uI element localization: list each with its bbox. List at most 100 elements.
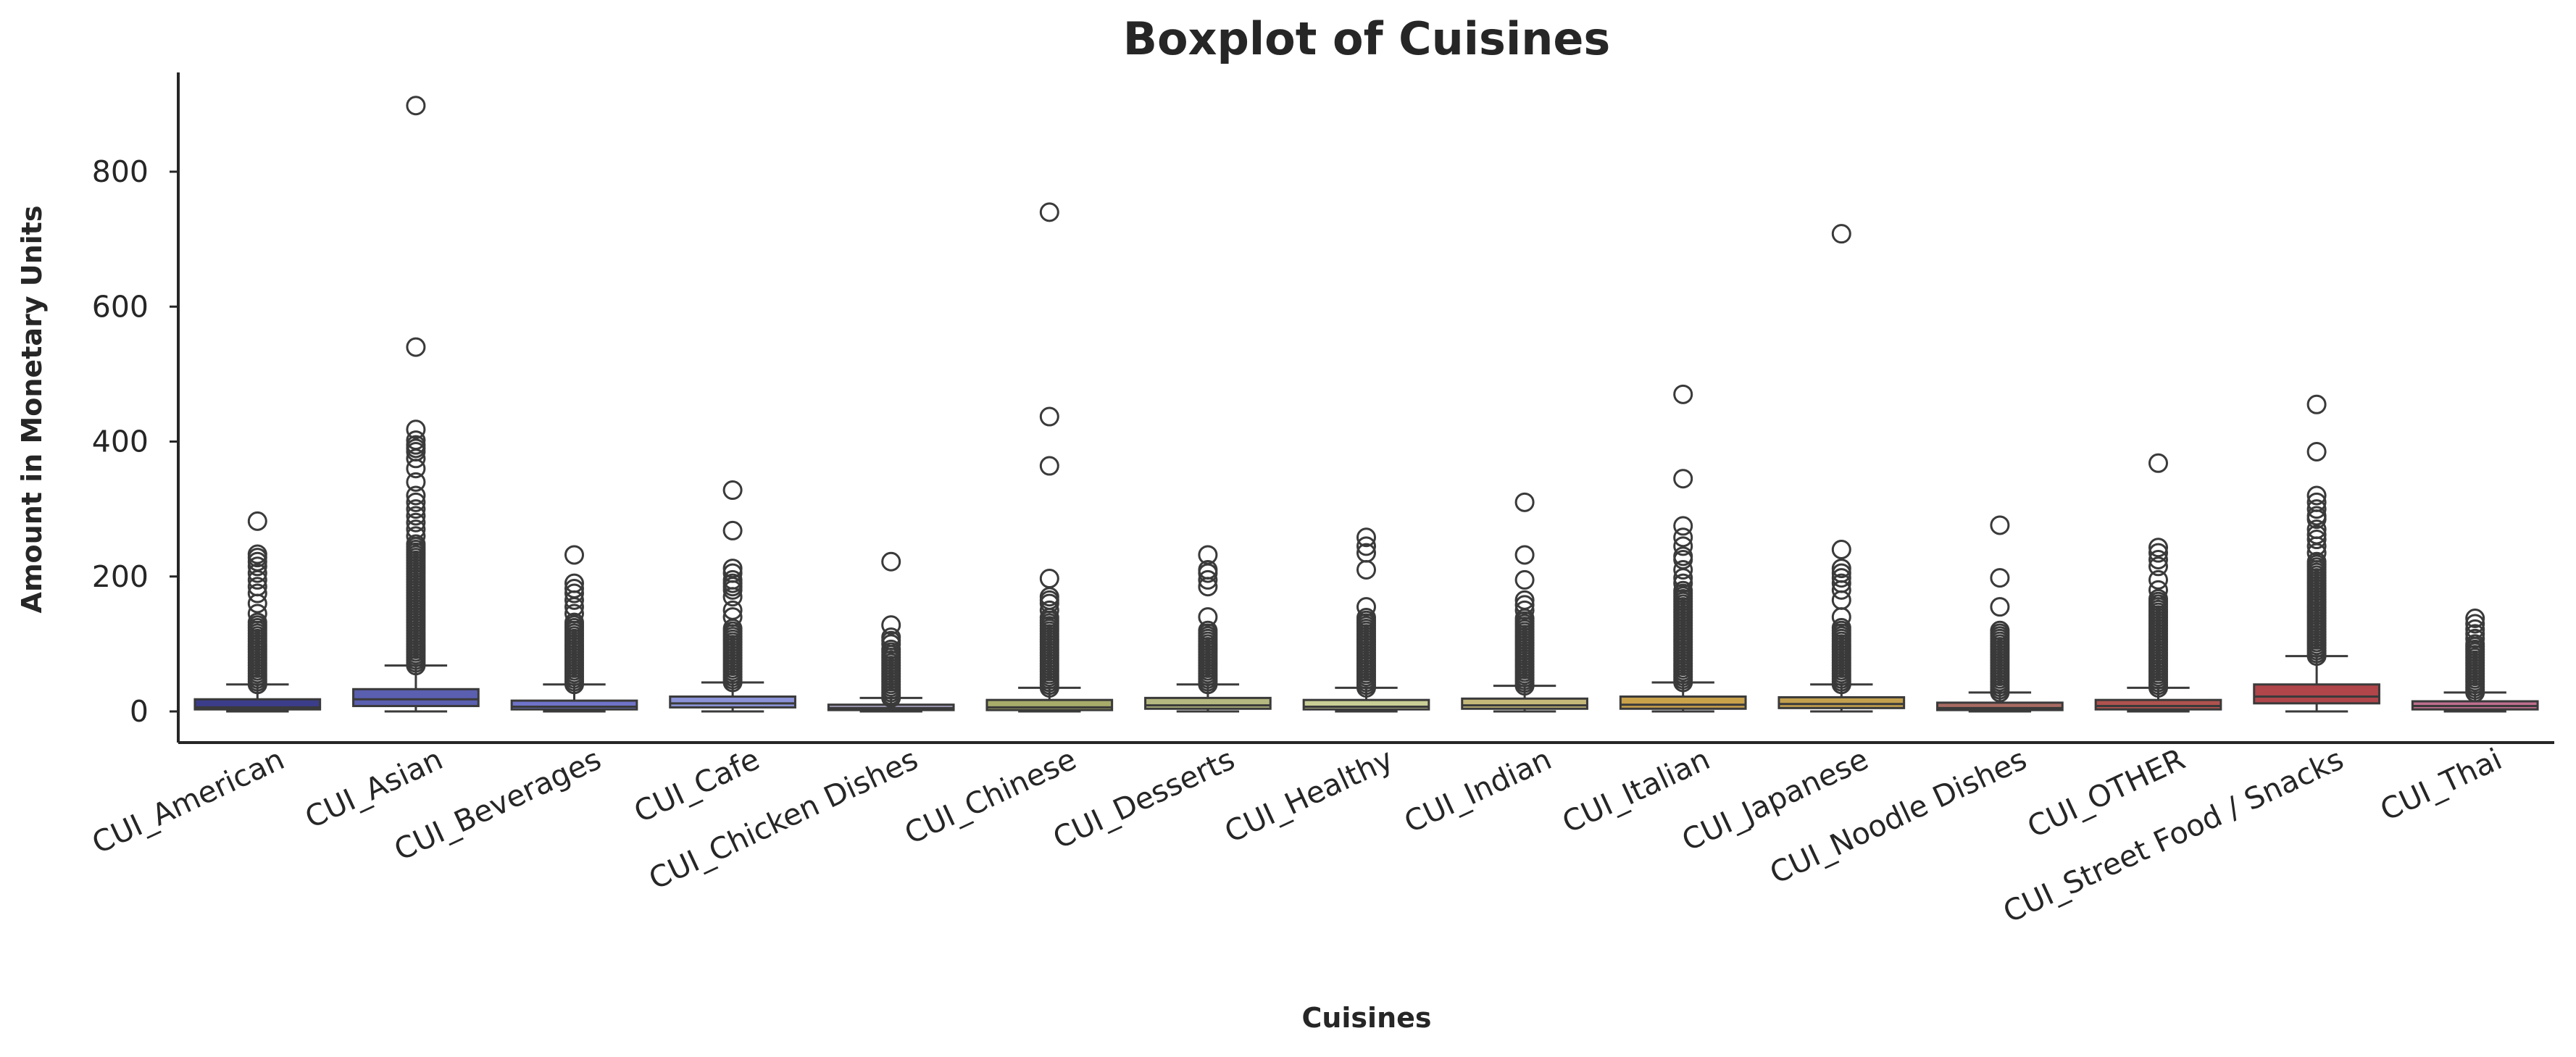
outlier-point	[2306, 394, 2327, 414]
x-tick-label: CUI_Noodle Dishes	[1764, 742, 2032, 891]
box-group	[827, 551, 955, 713]
outlier-point	[722, 569, 743, 590]
outlier-point	[1356, 536, 1376, 556]
outlier-point	[2148, 538, 2168, 558]
outlier-point	[1990, 515, 2010, 535]
outlier-point	[1990, 597, 2010, 617]
outlier-point	[564, 603, 584, 624]
plot-area	[193, 96, 2539, 713]
outlier-point	[2465, 608, 2485, 628]
outlier-point	[2148, 543, 2168, 563]
outlier-point	[406, 430, 426, 451]
outlier-point	[1673, 580, 1693, 601]
outlier-point	[722, 520, 743, 540]
outlier-point	[1831, 590, 1851, 610]
outlier-point	[2148, 549, 2168, 569]
outlier-point	[247, 511, 267, 531]
outlier-point	[2306, 519, 2327, 540]
y-tick-label: 600	[92, 289, 149, 324]
box-iqr	[2253, 683, 2380, 705]
outlier-point	[247, 577, 267, 597]
outlier-point	[247, 563, 267, 583]
outlier-point	[406, 435, 426, 455]
y-tick-label: 400	[92, 425, 149, 459]
y-axis-title: Amount in Monetary Units	[16, 206, 48, 614]
outlier-point	[406, 96, 426, 116]
box-iqr	[1461, 697, 1588, 710]
box-group	[352, 96, 480, 713]
outlier-point	[1356, 608, 1376, 628]
outlier-point	[881, 627, 901, 648]
outlier-point	[2465, 614, 2485, 634]
x-tick-label: CUI_Healthy	[1220, 742, 1399, 850]
box-group	[2253, 394, 2380, 713]
outlier-point	[2306, 551, 2327, 572]
outlier-point	[1673, 527, 1693, 548]
outlier-point	[1198, 607, 1218, 627]
outlier-point	[247, 603, 267, 624]
outlier-point	[1673, 536, 1693, 556]
box-group	[985, 202, 1114, 713]
outlier-point	[2465, 628, 2485, 648]
x-axis-title: Cuisines	[1301, 1002, 1431, 1034]
box-iqr	[1777, 695, 1906, 709]
outlier-point	[406, 519, 426, 540]
box-iqr	[1144, 696, 1272, 710]
outlier-point	[1356, 527, 1376, 548]
box-group	[669, 480, 796, 713]
outlier-point	[564, 612, 584, 632]
outlier-point	[2306, 525, 2327, 545]
outlier-point	[2306, 492, 2327, 512]
outlier-point	[1831, 607, 1851, 627]
outlier-point	[406, 512, 426, 532]
outlier-point	[1039, 406, 1059, 427]
outlier-point	[1198, 569, 1218, 590]
box-group	[2094, 453, 2222, 713]
outlier-point	[247, 556, 267, 577]
y-tick-label: 800	[92, 154, 149, 189]
outlier-point	[1673, 384, 1693, 404]
outlier-point	[247, 583, 267, 603]
outlier-point	[247, 593, 267, 614]
outlier-point	[564, 573, 584, 593]
outlier-point	[881, 639, 901, 659]
outlier-point	[1831, 540, 1851, 559]
outlier-point	[2148, 556, 2168, 577]
outlier-point	[1039, 600, 1059, 620]
outlier-point	[1990, 620, 2010, 640]
outlier-point	[406, 472, 426, 492]
box-group	[193, 511, 322, 713]
chart-title: Boxplot of Cuisines	[1123, 12, 1611, 65]
outlier-point	[881, 551, 901, 572]
outlier-point	[406, 419, 426, 440]
outlier-point	[1673, 573, 1693, 593]
outlier-point	[2306, 485, 2327, 506]
outlier-point	[1198, 545, 1218, 565]
outlier-point	[1831, 563, 1851, 583]
y-tick-label: 200	[92, 559, 149, 594]
outlier-point	[406, 485, 426, 506]
outlier-point	[406, 499, 426, 519]
box-iqr	[669, 695, 796, 709]
box-iqr	[510, 699, 638, 711]
outlier-point	[1514, 595, 1535, 615]
outlier-point	[564, 545, 584, 565]
outlier-point	[2306, 441, 2327, 461]
outlier-point	[1514, 545, 1535, 565]
outlier-point	[1039, 456, 1059, 476]
outlier-point	[1831, 568, 1851, 588]
outlier-point	[722, 559, 743, 579]
x-tick-label: CUI_American	[87, 742, 290, 861]
outlier-point	[1514, 492, 1535, 512]
outlier-point	[1198, 620, 1218, 640]
box-iqr	[2094, 698, 2222, 711]
outlier-point	[564, 579, 584, 599]
outlier-point	[1673, 469, 1693, 489]
outlier-point	[1673, 546, 1693, 567]
outlier-point	[2148, 580, 2168, 600]
outlier-point	[2306, 530, 2327, 550]
box-iqr	[1302, 698, 1430, 711]
outlier-point	[1831, 224, 1851, 244]
outlier-point	[1514, 590, 1535, 610]
